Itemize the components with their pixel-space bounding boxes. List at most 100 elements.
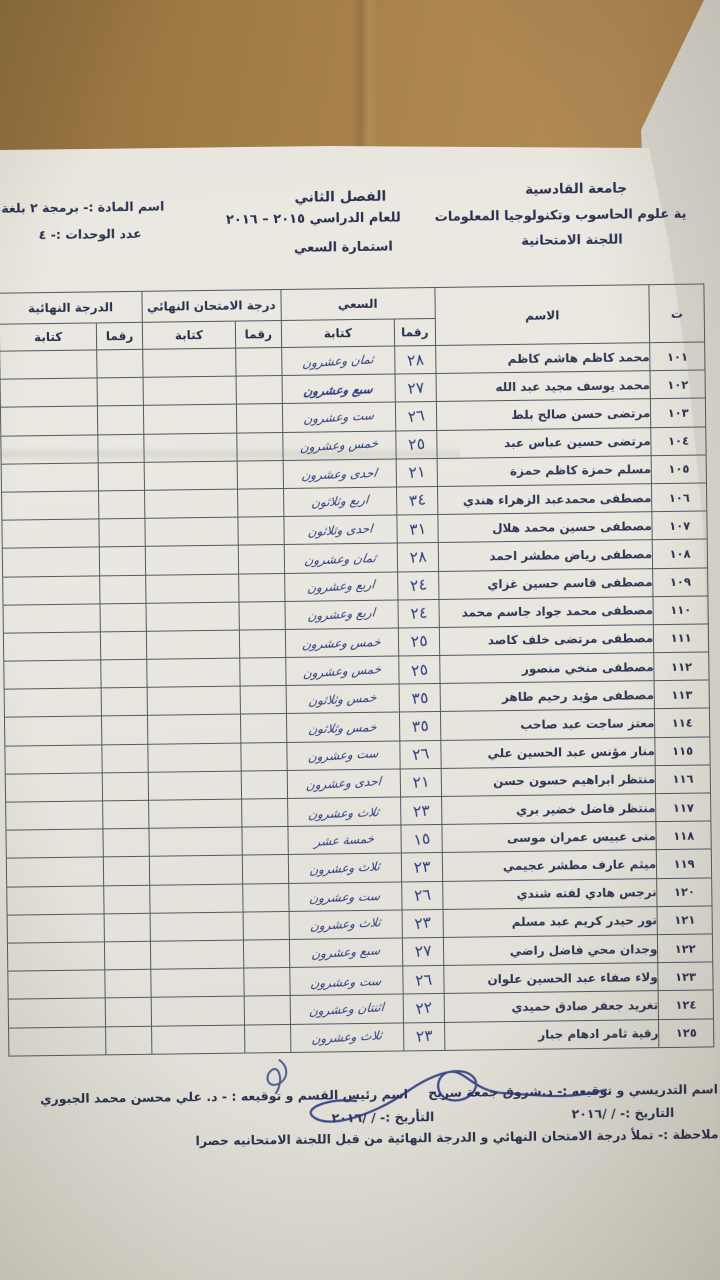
cell-final-exam-numeric (236, 403, 283, 433)
cell-final-exam-written (151, 1024, 245, 1054)
cell-final-exam-written (146, 686, 241, 716)
cell-row-number: ١٢١ (657, 905, 713, 935)
cell-final-exam-numeric (243, 939, 290, 969)
cell-final-grade-written (1, 490, 100, 521)
cell-final-grade-written (5, 829, 104, 859)
cell-final-grade-written (6, 857, 104, 887)
cell-final-grade-numeric (102, 743, 149, 773)
cell-saei-numeric: ٢٤ (397, 597, 440, 630)
cell-row-number: ١٠٨ (652, 539, 708, 569)
cell-saei-numeric: ٢٢ (401, 991, 446, 1025)
grades-table: ت الاسم السعي درجة الامتحان النهائي الدر… (0, 283, 714, 1056)
cell-saei-written: خمس وعشرون (281, 428, 398, 463)
cell-student-name: مصطفى محمدعبد الزهراء هندي (437, 483, 653, 515)
cell-final-exam-written (148, 770, 242, 801)
cell-student-name: منى عبيس عمران موسى (441, 821, 657, 853)
cell-final-grade-written (5, 772, 103, 803)
stray-pen-mark (266, 1059, 288, 1095)
cell-final-grade-written (4, 744, 103, 774)
cell-saei-written: احدى وعشرون (285, 766, 402, 802)
cell-final-grade-numeric (98, 433, 145, 463)
cell-final-exam-numeric (238, 544, 285, 574)
cell-final-grade-numeric (100, 602, 147, 632)
cell-student-name: مصطفى رياض مطشر احمد (437, 539, 653, 571)
cell-saei-numeric: ٢٥ (397, 625, 441, 658)
cell-final-grade-written (4, 688, 102, 718)
cell-saei-written: ثلاث وعشرون (287, 850, 403, 886)
cell-row-number: ١٢٥ (658, 1018, 714, 1048)
cell-final-grade-numeric (105, 969, 152, 999)
cell-final-exam-numeric (236, 432, 283, 461)
cell-final-grade-written (3, 603, 101, 634)
col-saei-written: كتابة (280, 319, 395, 348)
cell-final-grade-numeric (105, 1025, 152, 1055)
cell-student-name: مسلم حمزة كاظم حمزة (436, 455, 652, 487)
cell-student-name: مصطفى قاسم حسين غزاي (438, 568, 654, 600)
cell-final-grade-written (7, 913, 105, 944)
cell-saei-numeric: ٣٤ (395, 484, 439, 518)
cell-saei-numeric: ٢١ (399, 766, 443, 799)
cell-final-exam-numeric (239, 657, 286, 687)
cell-row-number: ١٠٢ (650, 370, 706, 400)
cell-saei-numeric: ٢٧ (394, 372, 437, 404)
cell-final-exam-numeric (242, 883, 289, 912)
col-final-exam-group: درجة الامتحان النهائي (141, 289, 281, 323)
cell-saei-written: خمس وثلاثون (284, 681, 401, 717)
cell-final-grade-numeric (98, 490, 145, 520)
cell-student-name: معتز ساجت عبد صاحب (440, 709, 656, 741)
col-student-name: الاسم (434, 284, 650, 346)
cell-final-grade-written (7, 969, 106, 1000)
header-college: ية علوم الحاسوب وتكنولوجيا المعلومات (434, 206, 687, 225)
cell-final-grade-written (0, 434, 99, 464)
cell-saei-numeric: ٣٥ (398, 682, 441, 714)
cell-final-exam-written (146, 629, 240, 660)
cell-saei-numeric: ٢٨ (393, 344, 437, 376)
cell-row-number: ١١٩ (656, 849, 712, 879)
cell-final-exam-numeric (237, 516, 284, 546)
cell-final-exam-written (150, 968, 245, 998)
cell-final-exam-written (146, 658, 241, 688)
cell-final-grade-written (2, 547, 100, 577)
cell-final-exam-written (149, 855, 243, 885)
cell-final-grade-numeric (101, 659, 147, 689)
cell-row-number: ١١٦ (655, 764, 711, 794)
cell-final-grade-written (5, 800, 104, 831)
cell-student-name: مصطفى منخي منصور (439, 652, 655, 684)
cell-row-number: ١٠٥ (651, 454, 707, 484)
cell-final-exam-numeric (237, 460, 284, 490)
cell-row-number: ١٢٤ (658, 990, 714, 1020)
header-units-count: عدد الوحدات :- ٤ (38, 225, 142, 243)
cell-final-grade-numeric (102, 800, 149, 830)
cell-final-grade-numeric (101, 715, 148, 745)
cell-final-grade-written (4, 716, 103, 746)
cell-final-exam-numeric (235, 347, 282, 377)
cell-row-number: ١٠٣ (650, 398, 706, 428)
instructor-signature (266, 1059, 608, 1123)
cell-row-number: ١١١ (653, 623, 709, 653)
cell-student-name: ميثم عارف مطشر عجيمي (441, 850, 657, 882)
col-saei-group: السعي (280, 287, 435, 321)
cell-saei-numeric: ٣١ (396, 513, 439, 545)
cell-student-name: منار مؤنس عبد الحسين علي (440, 737, 656, 769)
header-semester: الفصل الثاني (294, 188, 387, 206)
cell-final-exam-numeric (244, 995, 291, 1025)
cell-final-exam-numeric (241, 770, 288, 800)
col-final-grade-group: الدرجة النهائية (0, 291, 143, 325)
cell-saei-written: ثمان وعشرون (280, 343, 396, 379)
cell-row-number: ١٢٣ (658, 962, 714, 991)
cell-student-name: منتظر ابراهيم حسون حسن (440, 765, 656, 797)
header-exam-committee: اللجنة الامتحانية (521, 232, 623, 249)
cell-final-grade-written (7, 941, 106, 972)
cell-student-name: مصطفى حسين محمد هلال (437, 511, 653, 543)
cell-final-exam-written (150, 939, 244, 970)
cell-final-exam-written (142, 348, 237, 378)
cell-final-grade-written (8, 998, 106, 1028)
cell-final-grade-numeric (103, 828, 150, 858)
header-academic-year: للعام الدراسي ٢٠١٥ – ٢٠١٦ (225, 210, 401, 228)
cell-final-grade-written (0, 349, 98, 380)
cell-row-number: ١٢٠ (656, 877, 713, 907)
cell-saei-numeric: ٢٥ (397, 653, 442, 687)
cell-row-number: ١٢٢ (657, 933, 713, 963)
